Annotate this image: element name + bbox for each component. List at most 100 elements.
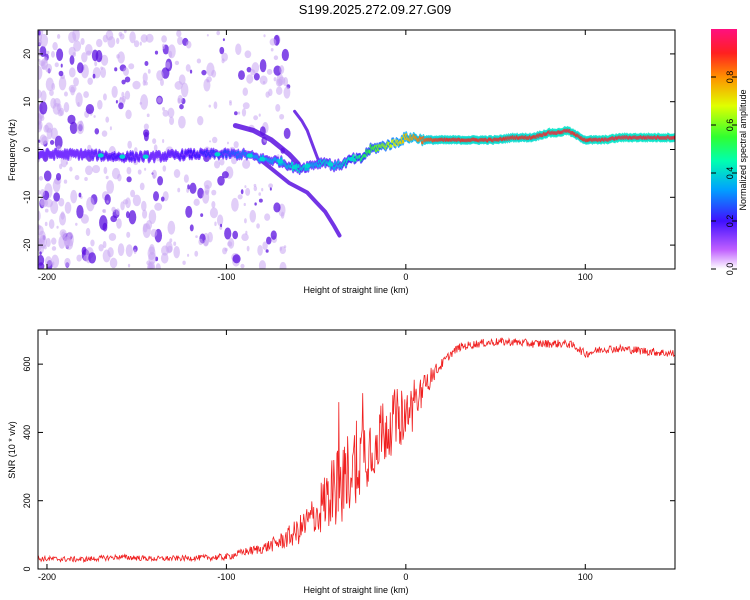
noise-blob: [258, 192, 262, 196]
noise-blob: [38, 65, 43, 81]
noise-blob: [87, 77, 93, 85]
colorbar-tick-label: 0.4: [725, 167, 735, 180]
noise-blob: [155, 263, 161, 269]
noise-blob: [174, 60, 180, 66]
noise-blob: [68, 84, 77, 93]
noise-blob: [50, 200, 59, 214]
noise-blob: [111, 206, 116, 213]
colorbar-label: Normalized spectral amplitude: [738, 89, 748, 210]
noise-blob: [51, 246, 57, 251]
noise-blob: [88, 252, 97, 264]
noise-blob: [153, 191, 160, 202]
noise-blob: [121, 79, 126, 85]
noise-blob: [39, 251, 42, 255]
spectral-hotspot: [119, 154, 126, 159]
noise-blob: [75, 222, 78, 226]
noise-blob: [53, 192, 61, 202]
noise-blob: [144, 167, 147, 171]
noise-blob: [208, 104, 212, 108]
noise-blob: [198, 238, 203, 246]
noise-blob: [63, 179, 68, 184]
noise-blob: [189, 224, 194, 232]
noise-blob: [57, 34, 61, 39]
noise-blob: [76, 120, 85, 135]
noise-blob: [241, 108, 247, 117]
noise-blob: [249, 209, 257, 223]
noise-blob: [237, 111, 241, 115]
noise-blob: [203, 239, 209, 247]
noise-blob: [213, 101, 218, 109]
noise-blob: [69, 55, 75, 65]
noise-blob: [168, 50, 173, 58]
noise-blob: [222, 247, 228, 255]
noise-blob: [140, 34, 148, 43]
noise-blob: [54, 62, 59, 68]
noise-blob: [145, 33, 154, 43]
noise-blob: [173, 241, 177, 246]
noise-blob: [259, 59, 267, 73]
snr-series-line: [38, 337, 675, 564]
spectral-hotspot: [304, 164, 311, 169]
noise-blob: [38, 113, 42, 126]
noise-blob: [121, 91, 125, 98]
noise-blob: [83, 91, 89, 99]
noise-blob: [39, 234, 47, 249]
noise-blob: [258, 113, 261, 117]
noise-blob: [127, 263, 131, 268]
noise-blob: [273, 202, 281, 213]
noise-blob: [48, 219, 55, 229]
noise-blob: [258, 260, 266, 269]
noise-blob: [40, 58, 49, 71]
noise-blob: [253, 72, 260, 81]
noise-blob: [245, 187, 251, 196]
noise-blob: [38, 30, 41, 36]
noise-blob: [93, 115, 96, 118]
noise-blob: [194, 250, 199, 257]
noise-blob: [107, 247, 114, 258]
noise-blob: [75, 92, 83, 107]
noise-blob: [90, 239, 95, 247]
colorbar-ticks: 0.0 0.2 0.4 0.6 0.8: [711, 71, 737, 276]
noise-blob: [46, 237, 51, 248]
noise-blob: [206, 62, 215, 77]
noise-blob: [153, 144, 158, 152]
noise-blob: [40, 90, 47, 102]
noise-blob: [38, 262, 45, 269]
noise-blob: [219, 158, 225, 166]
spectral-trace-segment: [181, 150, 184, 155]
noise-blob: [187, 184, 190, 190]
noise-blob: [143, 123, 149, 130]
noise-blob: [100, 66, 103, 70]
noise-blob: [51, 51, 55, 58]
noise-blob: [242, 102, 250, 110]
noise-blob: [51, 237, 57, 245]
noise-blob: [51, 254, 60, 269]
colorbar-tick-label: 0.0: [725, 263, 735, 276]
noise-blob: [209, 207, 219, 219]
noise-blob: [129, 31, 136, 44]
spectral-trace-segment: [368, 149, 371, 154]
noise-blob: [39, 33, 49, 48]
noise-blob: [58, 76, 67, 91]
noise-blob: [119, 96, 122, 100]
noise-blob: [265, 249, 269, 253]
noise-blob: [259, 75, 268, 85]
noise-blob: [177, 94, 183, 104]
noise-blob: [43, 170, 52, 182]
noise-blob: [281, 48, 289, 61]
noise-blob: [100, 54, 109, 66]
noise-blob: [262, 241, 268, 250]
noise-blob: [157, 175, 164, 186]
noise-blob: [263, 34, 266, 38]
noise-blob: [234, 111, 238, 116]
snr-ytick-label: 600: [22, 357, 32, 372]
noise-blob: [105, 116, 110, 123]
noise-blob: [67, 114, 76, 125]
noise-blob: [232, 254, 241, 264]
noise-blob: [226, 141, 229, 145]
noise-blob: [244, 218, 247, 224]
noise-blob: [147, 263, 156, 269]
noise-blob: [77, 101, 80, 107]
noise-blob: [262, 80, 266, 84]
